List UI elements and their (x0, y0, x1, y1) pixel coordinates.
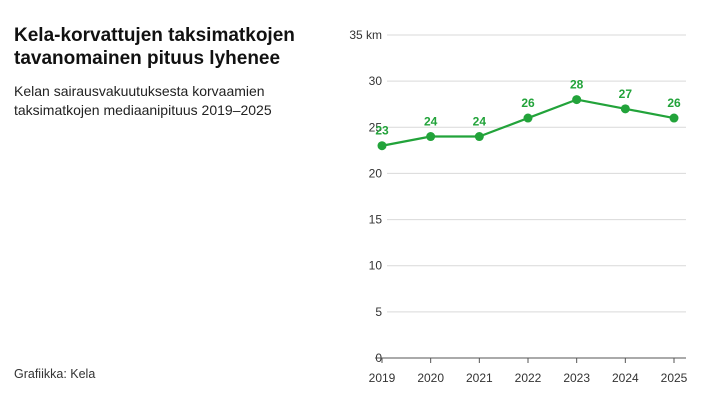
data-label: 28 (570, 78, 584, 92)
y-tick-label: 25 (369, 120, 383, 134)
x-tick-label: 2021 (466, 371, 493, 385)
chart-subtitle: Kelan sairausvakuutuksesta korvaamien ta… (14, 83, 272, 118)
source-credit: Grafiikka: Kela (14, 367, 96, 381)
chart-title: Kela-korvattujen taksimatkojen tavanomai… (14, 25, 295, 69)
data-point (620, 104, 630, 114)
data-point (572, 95, 582, 105)
y-tick-label: 10 (369, 259, 383, 273)
data-label: 23 (375, 124, 389, 138)
data-point (669, 113, 679, 123)
x-tick-label: 2019 (369, 371, 396, 385)
data-point (474, 132, 484, 142)
data-label: 26 (667, 96, 681, 110)
y-tick-label: 5 (375, 305, 382, 319)
data-point (377, 141, 387, 151)
y-tick-label: 35 km (349, 28, 382, 42)
x-tick-label: 2024 (612, 371, 639, 385)
data-point (523, 113, 533, 123)
x-tick-label: 2020 (417, 371, 444, 385)
data-label: 24 (424, 115, 438, 129)
y-tick-label: 20 (369, 166, 383, 180)
data-point (426, 132, 436, 142)
y-tick-label: 30 (369, 74, 383, 88)
x-tick-label: 2025 (661, 371, 688, 385)
x-tick-label: 2022 (515, 371, 542, 385)
data-label: 27 (619, 87, 633, 101)
data-label: 24 (473, 115, 487, 129)
data-label: 26 (521, 96, 535, 110)
y-tick-label: 15 (369, 213, 383, 227)
x-tick-label: 2023 (563, 371, 590, 385)
